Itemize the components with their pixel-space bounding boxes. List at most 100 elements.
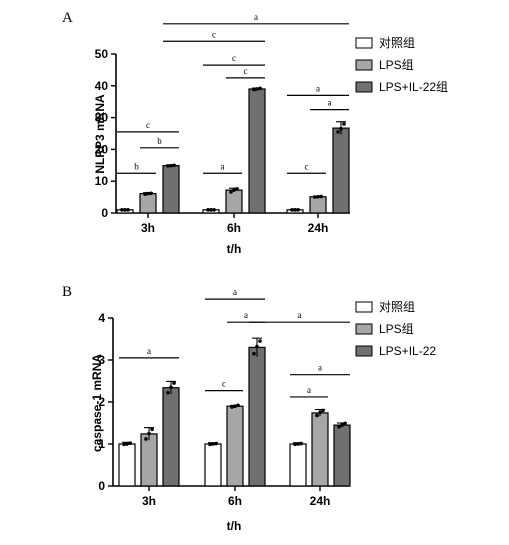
data-point: [296, 208, 300, 212]
data-point: [321, 408, 325, 413]
legend-swatch-lps-il22: [355, 81, 373, 93]
data-point: [342, 122, 346, 126]
bar: [332, 127, 350, 214]
y-tick-label: 30: [95, 111, 109, 125]
data-point: [299, 441, 303, 446]
bar: [248, 346, 266, 487]
data-point: [316, 194, 320, 199]
data-point: [212, 208, 216, 212]
legend-label-lps: LPS组: [379, 58, 414, 72]
x-tick-label: 24h: [308, 221, 329, 235]
bar: [140, 433, 158, 487]
bar: [139, 193, 157, 214]
panel-b-x-axis-title: t/h: [227, 519, 242, 533]
data-point: [293, 442, 297, 447]
significance-label: a: [316, 83, 320, 93]
bar: [309, 196, 327, 214]
legend-label-control: 对照组: [379, 300, 415, 314]
data-point: [208, 442, 212, 447]
significance-label: c: [212, 29, 216, 39]
data-point: [293, 208, 297, 212]
data-point: [172, 163, 176, 168]
data-point: [147, 431, 151, 436]
bar: [225, 189, 243, 214]
y-tick-label: 1: [98, 437, 105, 451]
significance-label: c: [244, 66, 248, 76]
panel-a-y-axis-title: NLRP3 mRNA: [93, 94, 107, 174]
y-tick-label: 50: [95, 47, 109, 61]
data-point: [120, 208, 124, 212]
x-tick-label: 6h: [227, 221, 241, 235]
data-point: [343, 421, 347, 426]
y-tick-label: 3: [98, 353, 105, 367]
data-point: [337, 424, 341, 429]
y-tick-label: 20: [95, 142, 109, 156]
legend-label-lps: LPS组: [379, 322, 414, 336]
data-point: [126, 208, 130, 212]
data-point: [336, 130, 340, 134]
data-point: [296, 442, 300, 446]
data-point: [318, 410, 322, 415]
x-tick-label: 3h: [142, 494, 156, 508]
data-point: [236, 403, 240, 408]
legend-label-control: 对照组: [379, 36, 415, 50]
panel-b-label: B: [62, 284, 72, 300]
data-point: [252, 87, 256, 92]
bar: [226, 405, 244, 487]
significance-label: a: [147, 346, 151, 356]
data-point: [214, 441, 218, 446]
significance-label: b: [157, 136, 162, 146]
significance-label: a: [318, 363, 322, 373]
data-point: [340, 423, 344, 427]
data-point: [123, 208, 127, 212]
data-point: [169, 163, 173, 168]
data-point: [339, 126, 343, 131]
data-point: [255, 344, 259, 349]
significance-label: a: [221, 161, 225, 171]
data-point: [149, 191, 153, 196]
legend-swatch-lps: [355, 323, 373, 335]
data-point: [209, 208, 213, 212]
x-tick-label: 3h: [141, 221, 155, 235]
data-point: [319, 194, 323, 199]
bar: [311, 412, 329, 487]
panel-a-legend: 对照组 LPS组 LPS+IL-22组: [355, 36, 448, 94]
data-point: [211, 442, 215, 446]
significance-label: c: [305, 161, 309, 171]
data-point: [290, 208, 294, 212]
significance-label: a: [233, 287, 237, 297]
legend-swatch-control: [355, 37, 373, 49]
data-point: [166, 164, 170, 168]
x-tick-label: 24h: [310, 494, 331, 508]
panel-a-x-axis-title: t/h: [227, 242, 242, 256]
panel-b-legend: 对照组 LPS组 LPS+IL-22: [355, 300, 436, 358]
x-tick-label: 6h: [228, 494, 242, 508]
data-point: [229, 190, 233, 194]
data-point: [150, 427, 154, 432]
legend-label-lps-il22: LPS+IL-22组: [379, 80, 448, 94]
significance-label: c: [222, 379, 226, 389]
bar: [118, 443, 136, 487]
y-tick-label: 2: [98, 395, 105, 409]
data-point: [315, 413, 319, 418]
significance-label: a: [244, 310, 248, 320]
y-tick-label: 10: [95, 174, 109, 188]
panel-a-label: A: [62, 10, 73, 26]
significance-label: c: [232, 53, 236, 63]
data-point: [144, 437, 148, 441]
significance-label: a: [307, 385, 311, 395]
data-point: [122, 442, 126, 447]
bar: [248, 88, 266, 214]
legend-swatch-lps-il22: [355, 345, 373, 357]
data-point: [255, 87, 259, 91]
significance-label: a: [254, 12, 258, 22]
data-point: [128, 441, 132, 445]
significance-label: c: [146, 120, 150, 130]
bar: [204, 443, 222, 487]
legend-swatch-lps: [355, 59, 373, 71]
panel-b-y-axis-title: caspase-1 mRNA: [90, 354, 104, 452]
bar: [162, 387, 180, 487]
significance-label: a: [298, 310, 302, 320]
